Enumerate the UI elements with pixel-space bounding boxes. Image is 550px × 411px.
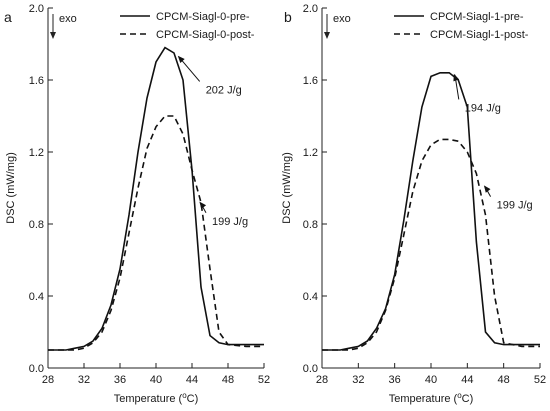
x-tick-label: 48 — [498, 374, 510, 386]
x-axis-title: Temperature (oC) — [114, 391, 199, 405]
x-axis-title-unit: C) — [187, 393, 199, 405]
y-tick-label: 1.6 — [29, 75, 44, 87]
legend-label: CPCM-Siagl-1-pre- — [430, 11, 524, 23]
x-tick-label: 52 — [534, 374, 546, 386]
annotation-label: 199 J/g — [497, 200, 533, 212]
x-axis-title-main: Temperature ( — [389, 393, 458, 405]
y-axis-title: DSC (mW/mg) — [281, 152, 293, 224]
exo-arrow-head — [50, 32, 56, 39]
y-tick-label: 1.2 — [29, 147, 44, 159]
annotation-arrow-head — [483, 185, 491, 193]
legend-label: CPCM-Siagl-1-post- — [430, 29, 529, 41]
x-axis-title-main: Temperature ( — [114, 393, 183, 405]
x-tick-label: 28 — [316, 374, 328, 386]
annotation-label: 194 J/g — [465, 102, 501, 114]
annotation-arrow-head — [199, 201, 207, 209]
x-tick-label: 40 — [150, 374, 162, 386]
y-tick-label: 0.0 — [303, 363, 318, 375]
y-tick-label: 2.0 — [303, 3, 318, 15]
exo-label: exo — [59, 13, 77, 25]
x-tick-label: 40 — [425, 374, 437, 386]
y-tick-label: 2.0 — [29, 3, 44, 15]
x-tick-label: 44 — [186, 374, 198, 386]
exo-label: exo — [333, 13, 351, 25]
y-tick-label: 1.6 — [303, 75, 318, 87]
x-tick-label: 32 — [78, 374, 90, 386]
y-tick-label: 1.2 — [303, 147, 318, 159]
y-tick-label: 0.8 — [303, 219, 318, 231]
x-axis-title-unit: C) — [462, 393, 474, 405]
series-line-post — [322, 138, 540, 351]
x-axis-title-degree: o — [457, 391, 462, 400]
y-tick-label: 0.4 — [303, 291, 318, 303]
exo-arrow-head — [324, 32, 330, 39]
series-line-pre — [322, 72, 540, 351]
y-tick-label: 0.0 — [29, 363, 44, 375]
x-tick-label: 36 — [389, 374, 401, 386]
x-axis-title-degree: o — [182, 391, 187, 400]
panel-letter: a — [4, 9, 12, 25]
series-line-pre — [48, 46, 264, 351]
legend-label: CPCM-Siagl-0-pre- — [156, 11, 250, 23]
series-line-post — [48, 115, 264, 351]
annotation-arrow-head — [177, 55, 185, 63]
x-tick-label: 44 — [461, 374, 473, 386]
x-tick-label: 48 — [222, 374, 234, 386]
x-tick-label: 36 — [114, 374, 126, 386]
y-tick-label: 0.8 — [29, 219, 44, 231]
legend-label: CPCM-Siagl-0-post- — [156, 29, 255, 41]
y-tick-label: 0.4 — [29, 291, 44, 303]
x-tick-label: 32 — [352, 374, 364, 386]
panel-a: 0.0 0.4 0.8 1.2 1.6 2.0 28 32 36 40 44 48 52 Temperat… — [4, 3, 270, 405]
annotation-label: 199 J/g — [212, 216, 248, 228]
panel-b: 0.0 0.4 0.8 1.2 1.6 2.0 28 32 36 40 44 48 52 Temperat… — [281, 3, 546, 405]
panel-letter: b — [284, 9, 292, 25]
x-axis-title: Temperature (oC) — [389, 391, 474, 405]
y-axis-title: DSC (mW/mg) — [5, 152, 17, 224]
annotation-arrow-head — [453, 73, 460, 82]
x-tick-label: 28 — [42, 374, 54, 386]
annotation-label: 202 J/g — [206, 84, 242, 96]
x-tick-label: 52 — [258, 374, 270, 386]
